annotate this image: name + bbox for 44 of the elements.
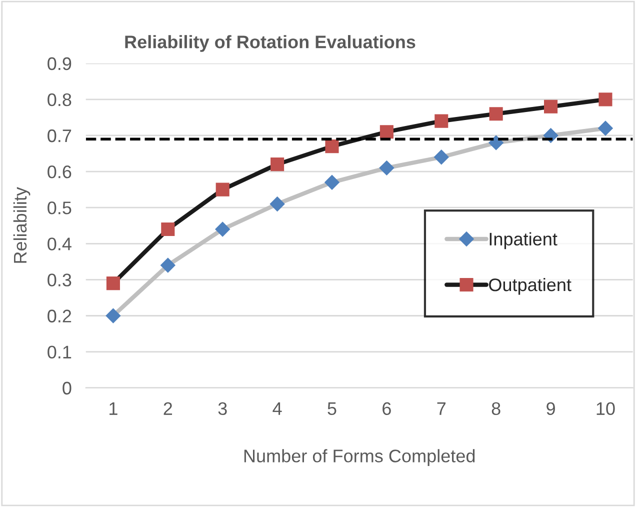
x-tick-label: 5 <box>328 402 336 416</box>
x-tick-label: 3 <box>218 402 227 416</box>
x-tick-label: 2 <box>164 402 172 415</box>
point <box>106 308 121 324</box>
y-tick-label: 0.3 <box>48 274 72 286</box>
point <box>270 196 285 212</box>
point <box>379 160 394 176</box>
y-tick-label: 0.1 <box>48 346 72 359</box>
y-tick-label: 0.8 <box>48 93 72 106</box>
y-axis-title: Reliability <box>13 187 30 263</box>
x-axis-title: Number of Forms Completed <box>244 449 475 466</box>
point <box>544 100 558 114</box>
y-tick-label: 0.2 <box>48 310 72 322</box>
point <box>489 107 503 121</box>
legend-label: Inpatient <box>490 232 558 250</box>
point <box>215 222 230 237</box>
x-tick-label: 8 <box>492 402 500 416</box>
point <box>434 150 449 165</box>
y-tick-label: 0.6 <box>48 165 72 178</box>
y-tick-label: 0.4 <box>48 238 72 250</box>
point <box>216 182 230 196</box>
x-tick-label: 1 <box>110 402 118 415</box>
point <box>598 92 612 106</box>
y-tick-label: 0.5 <box>48 202 72 214</box>
point <box>161 222 175 236</box>
point <box>325 140 339 154</box>
y-tick-label: 0.9 <box>48 57 72 70</box>
x-tick-label: 7 <box>437 402 446 415</box>
point <box>488 135 504 150</box>
point <box>270 158 284 172</box>
point <box>598 120 613 136</box>
x-tick-label: 9 <box>546 402 555 416</box>
point <box>106 276 120 290</box>
x-tick-label: 4 <box>272 402 282 415</box>
chart-title: Reliability of Rotation Evaluations <box>125 35 416 52</box>
legend-label: Outpatient <box>489 278 572 295</box>
y-tick-label: 0.7 <box>48 129 72 142</box>
point <box>434 114 448 128</box>
point <box>324 174 340 190</box>
point <box>160 258 176 273</box>
y-tick-label: 0 <box>62 382 72 395</box>
x-tick-label: 6 <box>382 402 391 416</box>
x-tick-label: 10 <box>596 402 615 416</box>
point <box>380 125 394 139</box>
